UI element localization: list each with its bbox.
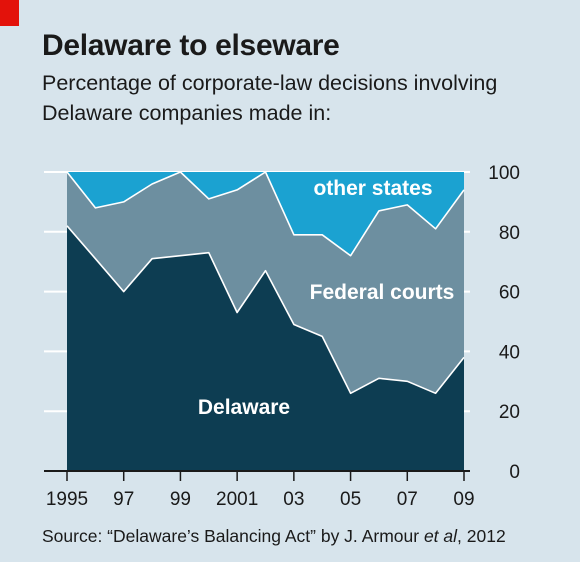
- source-note: Source: “Delaware’s Balancing Act” by J.…: [42, 526, 506, 547]
- brand-accent-tab: [0, 0, 19, 26]
- axis-layer: 1995 97 99 2001 03 05 07 09 0 20 40 60 80 100: [44, 163, 520, 510]
- y-tick-label: 20: [499, 402, 520, 423]
- source-text-end: , 2012: [457, 526, 506, 546]
- chart-subtitle-line-2: Delaware companies made in:: [42, 101, 332, 125]
- delaware-area: [67, 225, 464, 471]
- federal-courts-area: [67, 172, 464, 394]
- source-text-italic: et al: [423, 526, 458, 546]
- x-tick-label: 97: [113, 489, 134, 510]
- boundary-lines: [66, 171, 465, 395]
- x-tick-label: 07: [397, 489, 418, 510]
- y-tick-label: 40: [499, 342, 520, 363]
- series-label-other-states: other states: [313, 177, 432, 200]
- x-tick-label: 03: [283, 489, 304, 510]
- x-tick-label: 09: [453, 489, 474, 510]
- chart-title: Delaware to elseware: [42, 29, 340, 62]
- y-tick-label: 80: [499, 223, 520, 244]
- series-boundary-line-1: [66, 225, 465, 395]
- y-tick-label: 0: [509, 462, 520, 483]
- series-label-federal-courts: Federal courts: [310, 281, 455, 304]
- area-layer: [67, 172, 464, 471]
- chart-subtitle-line-1: Percentage of corporate-law decisions in…: [42, 71, 498, 95]
- x-tick-label: 05: [340, 489, 361, 510]
- y-tick-label: 100: [488, 163, 520, 184]
- area-labels: Delaware Federal courts other states: [198, 177, 454, 419]
- other-states-area: [67, 172, 464, 256]
- y-tick-label: 60: [499, 283, 520, 304]
- source-text: Source: “Delaware’s Balancing Act” by J.…: [42, 526, 424, 546]
- x-tick-label: 99: [170, 489, 191, 510]
- x-tick-label: 1995: [46, 489, 88, 510]
- series-boundary-line-2: [66, 171, 465, 257]
- x-tick-label: 2001: [216, 489, 258, 510]
- series-label-delaware: Delaware: [198, 396, 290, 419]
